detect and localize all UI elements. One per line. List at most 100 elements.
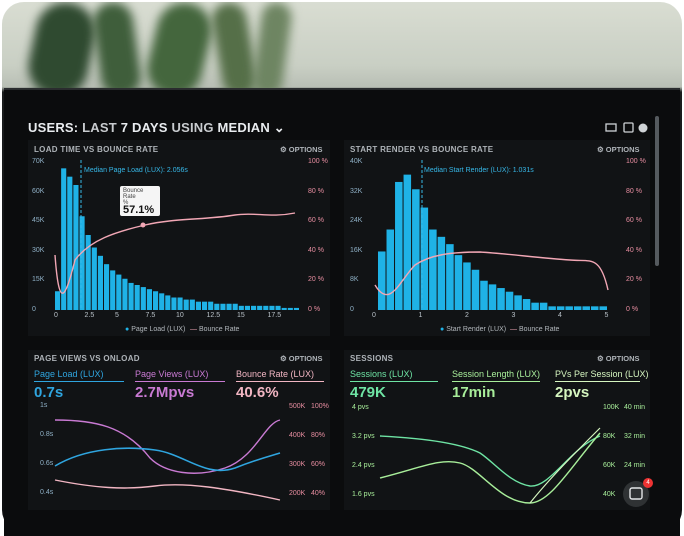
legend-item[interactable]: ● Start Render (LUX) — [440, 326, 507, 333]
bar — [463, 262, 471, 310]
metric-value: 479K — [350, 384, 386, 401]
tick-label: 24 min — [624, 462, 646, 469]
tick-label: 32 min — [624, 433, 646, 440]
tick-label: 40 min — [624, 404, 646, 411]
bar — [395, 181, 403, 310]
image-icon[interactable] — [623, 122, 634, 133]
tick-label: 15 — [237, 312, 245, 319]
bar — [177, 297, 183, 310]
tick-label: 300K — [289, 461, 306, 468]
bar — [522, 299, 531, 310]
legend-label: Bounce Rate — [518, 326, 560, 333]
chevron-down-icon[interactable]: ⌄ — [273, 120, 285, 135]
tick-label: 12.5 — [206, 312, 221, 319]
bar — [67, 176, 73, 310]
metric-label: Bounce Rate (LUX) — [236, 369, 315, 379]
legend-item[interactable]: — Bounce Rate — [190, 326, 240, 333]
tick-label: 45K — [32, 217, 45, 224]
metric-value: 0.7s — [34, 384, 64, 401]
tooltip-title: Bounce Rate — [123, 188, 144, 200]
options-button[interactable]: ⚙ OPTIONS — [280, 145, 323, 154]
legend-item[interactable]: ● Page Load (LUX) — [125, 326, 186, 333]
start-render-chart — [374, 160, 609, 310]
options-button[interactable]: ⚙ OPTIONS — [280, 354, 323, 363]
tick-label: 40K — [350, 158, 363, 165]
bar — [454, 255, 463, 310]
tick-label: 20 % — [626, 276, 642, 283]
bar — [514, 295, 522, 310]
bar — [378, 251, 386, 310]
bar — [159, 293, 165, 310]
bar — [226, 303, 232, 310]
bar — [165, 295, 171, 310]
bar — [429, 229, 437, 310]
tick-label: 200K — [289, 490, 306, 497]
tick-label: 0.6s — [40, 460, 54, 467]
options-button[interactable]: ⚙ OPTIONS — [597, 145, 640, 154]
tick-label: 17.5 — [267, 312, 282, 319]
metric-label: PVs Per Session (LUX) — [555, 369, 649, 379]
tick-label: 40 % — [308, 246, 324, 254]
title-days[interactable]: 7 DAYS — [120, 120, 168, 135]
bar — [214, 303, 220, 310]
bar — [116, 274, 122, 310]
bar — [55, 291, 61, 310]
legend-item[interactable]: — Bounce Rate — [510, 326, 560, 333]
bar — [195, 301, 201, 310]
tick-label: 1 — [418, 312, 423, 319]
bounce-rate-line — [374, 251, 609, 296]
tooltip-unit: % — [123, 200, 129, 206]
page-load-line — [54, 447, 281, 472]
bar — [275, 305, 281, 310]
chat-icon — [629, 487, 643, 500]
bar — [61, 168, 67, 310]
metric-label: Session Length (LUX) — [452, 369, 541, 379]
panel-title: PAGE VIEWS VS ONLOAD — [34, 354, 140, 363]
tick-label: 2 — [465, 312, 469, 319]
tick-label: 100K — [603, 404, 620, 411]
metric-label: Page Views (LUX) — [135, 369, 209, 379]
bar — [287, 307, 293, 310]
tick-label: 24K — [350, 217, 363, 224]
bar — [91, 247, 97, 310]
tick-label: 80K — [603, 433, 616, 440]
tick-label: 0 — [32, 305, 36, 313]
bar — [548, 306, 556, 310]
bar — [79, 216, 85, 310]
median-label: Median Page Load (LUX): 2.056s — [84, 167, 188, 174]
help-icon[interactable] — [638, 123, 648, 133]
tick-label: 1s — [40, 402, 48, 409]
bar — [386, 229, 395, 310]
panel-title: LOAD TIME VS BOUNCE RATE — [34, 145, 159, 154]
scrollbar[interactable] — [655, 116, 659, 266]
bar — [420, 207, 429, 310]
page-views-line — [54, 419, 281, 474]
panel-start-render — [344, 140, 650, 336]
bar — [488, 284, 497, 310]
bar — [208, 301, 214, 310]
tick-label: 40K — [603, 491, 616, 498]
bar — [73, 185, 79, 310]
tick-label: 32K — [350, 187, 363, 195]
header-icons — [605, 122, 648, 133]
bar — [202, 301, 208, 310]
bar — [85, 235, 91, 310]
bar — [599, 306, 607, 310]
options-button[interactable]: ⚙ OPTIONS — [597, 354, 640, 363]
tick-label: 2.4 pvs — [352, 462, 375, 469]
tick-label: 100 % — [308, 158, 328, 165]
bar — [171, 297, 177, 310]
tick-label: 80 % — [308, 187, 324, 195]
tick-label: 4 — [558, 312, 562, 319]
title-using: USING — [171, 120, 214, 135]
bounce-tooltip: Bounce Rate % 57.1% — [120, 186, 160, 216]
monitor-icon[interactable] — [605, 123, 617, 132]
tooltip-point — [140, 222, 146, 228]
bar — [183, 299, 189, 310]
metric-value: 40.6% — [236, 384, 279, 401]
title-metric[interactable]: MEDIAN — [217, 120, 270, 135]
bar — [582, 306, 590, 310]
tick-label: 400K — [289, 432, 306, 439]
tooltip-value: 57.1% — [123, 204, 155, 216]
metric-value: 17min — [452, 384, 496, 401]
